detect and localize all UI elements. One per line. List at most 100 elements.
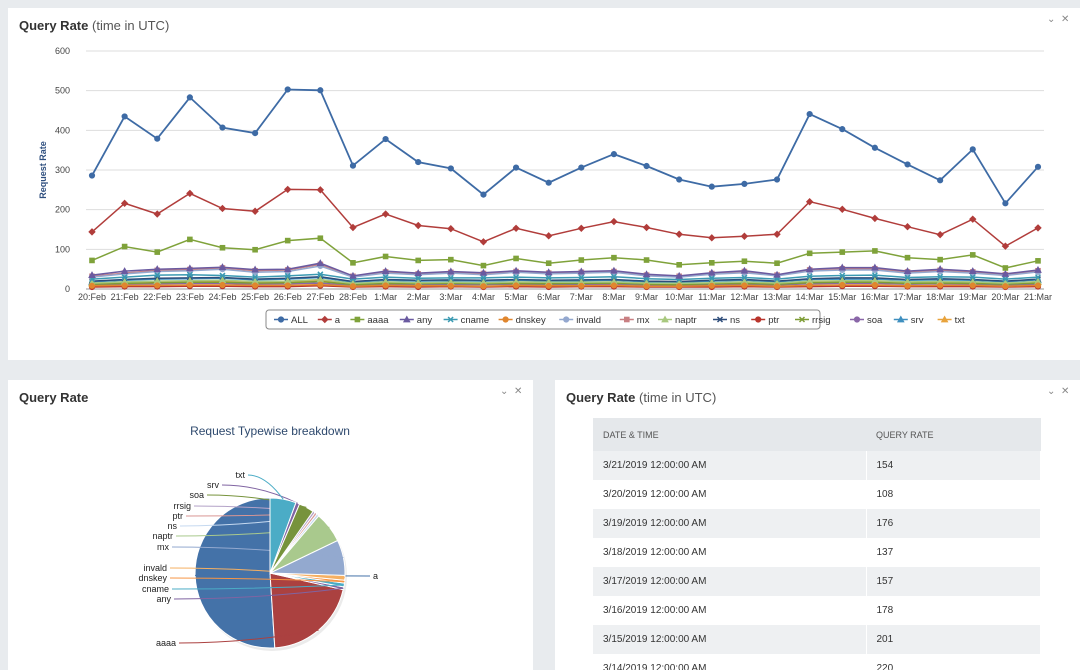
- data-point[interactable]: [186, 271, 193, 278]
- data-point[interactable]: [89, 257, 95, 264]
- data-point[interactable]: [480, 262, 487, 269]
- data-point[interactable]: [382, 274, 389, 281]
- data-point[interactable]: [120, 199, 129, 208]
- data-point[interactable]: [186, 281, 193, 289]
- series-line[interactable]: [91, 282, 1039, 287]
- data-point[interactable]: [773, 283, 781, 290]
- data-point[interactable]: [545, 274, 552, 281]
- data-point[interactable]: [805, 265, 814, 273]
- data-point[interactable]: [382, 253, 389, 260]
- data-point[interactable]: [937, 282, 944, 289]
- legend-item-ALL[interactable]: ALL: [274, 315, 308, 326]
- legend-marker[interactable]: [896, 315, 905, 323]
- data-point[interactable]: [1001, 269, 1010, 277]
- data-point[interactable]: [415, 158, 422, 166]
- data-point[interactable]: [968, 267, 977, 275]
- data-point[interactable]: [903, 223, 912, 231]
- data-point[interactable]: [610, 217, 618, 226]
- legend-item-invald[interactable]: invald: [559, 315, 601, 326]
- data-point[interactable]: [381, 210, 390, 218]
- data-point[interactable]: [806, 250, 813, 257]
- data-point[interactable]: [740, 232, 749, 240]
- data-point[interactable]: [545, 282, 552, 289]
- series-line[interactable]: [91, 273, 1039, 281]
- data-point[interactable]: [578, 274, 585, 281]
- data-point[interactable]: [121, 274, 128, 281]
- data-point[interactable]: [186, 94, 193, 101]
- data-point[interactable]: [414, 269, 423, 277]
- legend-marker[interactable]: [661, 315, 669, 323]
- data-point[interactable]: [577, 267, 586, 275]
- data-point[interactable]: [480, 283, 487, 290]
- data-point[interactable]: [120, 267, 129, 275]
- data-point[interactable]: [937, 256, 943, 263]
- data-point[interactable]: [219, 124, 226, 131]
- table-row[interactable]: 3/19/2019 12:00:00 AM 176: [593, 509, 1041, 538]
- data-point[interactable]: [186, 189, 194, 198]
- data-point[interactable]: [283, 265, 292, 273]
- data-point[interactable]: [643, 257, 650, 263]
- data-point[interactable]: [382, 282, 389, 289]
- data-point[interactable]: [936, 230, 944, 239]
- data-point[interactable]: [88, 172, 96, 179]
- data-point[interactable]: [251, 265, 259, 273]
- data-point[interactable]: [578, 282, 585, 289]
- data-point[interactable]: [252, 246, 258, 253]
- data-point[interactable]: [740, 266, 749, 274]
- series-line[interactable]: [91, 237, 1039, 269]
- data-point[interactable]: [676, 176, 683, 183]
- data-point[interactable]: [806, 273, 813, 280]
- legend-marker[interactable]: [716, 316, 724, 323]
- data-point[interactable]: [969, 215, 977, 223]
- data-point[interactable]: [642, 270, 651, 278]
- data-point[interactable]: [904, 161, 911, 168]
- data-point[interactable]: [676, 283, 683, 290]
- data-point[interactable]: [251, 207, 259, 215]
- data-point[interactable]: [512, 224, 520, 233]
- data-point[interactable]: [904, 274, 911, 281]
- minimize-icon[interactable]: ⌄: [1047, 14, 1056, 25]
- data-point[interactable]: [447, 165, 454, 172]
- data-point[interactable]: [88, 282, 96, 289]
- legend-marker[interactable]: [798, 316, 806, 323]
- data-point[interactable]: [153, 210, 161, 218]
- data-point[interactable]: [447, 282, 454, 289]
- minimize-icon[interactable]: ⌄: [500, 386, 509, 397]
- data-point[interactable]: [936, 265, 944, 273]
- data-point[interactable]: [480, 274, 487, 281]
- data-point[interactable]: [381, 267, 390, 275]
- data-point[interactable]: [316, 259, 325, 267]
- data-point[interactable]: [937, 273, 944, 280]
- legend-item-dnskey[interactable]: dnskey: [498, 315, 546, 326]
- data-point[interactable]: [1034, 224, 1042, 232]
- data-point[interactable]: [611, 254, 617, 261]
- table-row[interactable]: 3/16/2019 12:00:00 AM 178: [593, 596, 1041, 625]
- data-point[interactable]: [447, 224, 455, 233]
- data-point[interactable]: [350, 260, 356, 266]
- data-point[interactable]: [154, 272, 161, 279]
- data-point[interactable]: [741, 282, 748, 289]
- data-point[interactable]: [252, 130, 259, 137]
- data-point[interactable]: [610, 151, 618, 158]
- data-point[interactable]: [937, 177, 944, 184]
- series-line[interactable]: [91, 265, 1039, 278]
- data-point[interactable]: [872, 248, 878, 254]
- legend-marker[interactable]: [940, 315, 949, 323]
- data-point[interactable]: [349, 223, 357, 232]
- data-point[interactable]: [317, 235, 324, 242]
- data-point[interactable]: [675, 230, 683, 238]
- data-point[interactable]: [643, 283, 650, 290]
- data-point[interactable]: [121, 282, 128, 289]
- column-header-query-rate[interactable]: QUERY RATE: [866, 418, 1041, 451]
- series-line[interactable]: [91, 278, 1039, 285]
- data-point[interactable]: [1002, 265, 1009, 271]
- data-point[interactable]: [838, 263, 847, 271]
- data-point[interactable]: [415, 275, 422, 282]
- data-point[interactable]: [284, 237, 291, 244]
- table-row[interactable]: 3/17/2019 12:00:00 AM 157: [593, 567, 1041, 596]
- data-point[interactable]: [805, 198, 814, 206]
- data-point[interactable]: [773, 176, 781, 183]
- data-point[interactable]: [871, 214, 879, 223]
- legend-item-ns[interactable]: ns: [713, 315, 740, 326]
- data-point[interactable]: [218, 204, 227, 213]
